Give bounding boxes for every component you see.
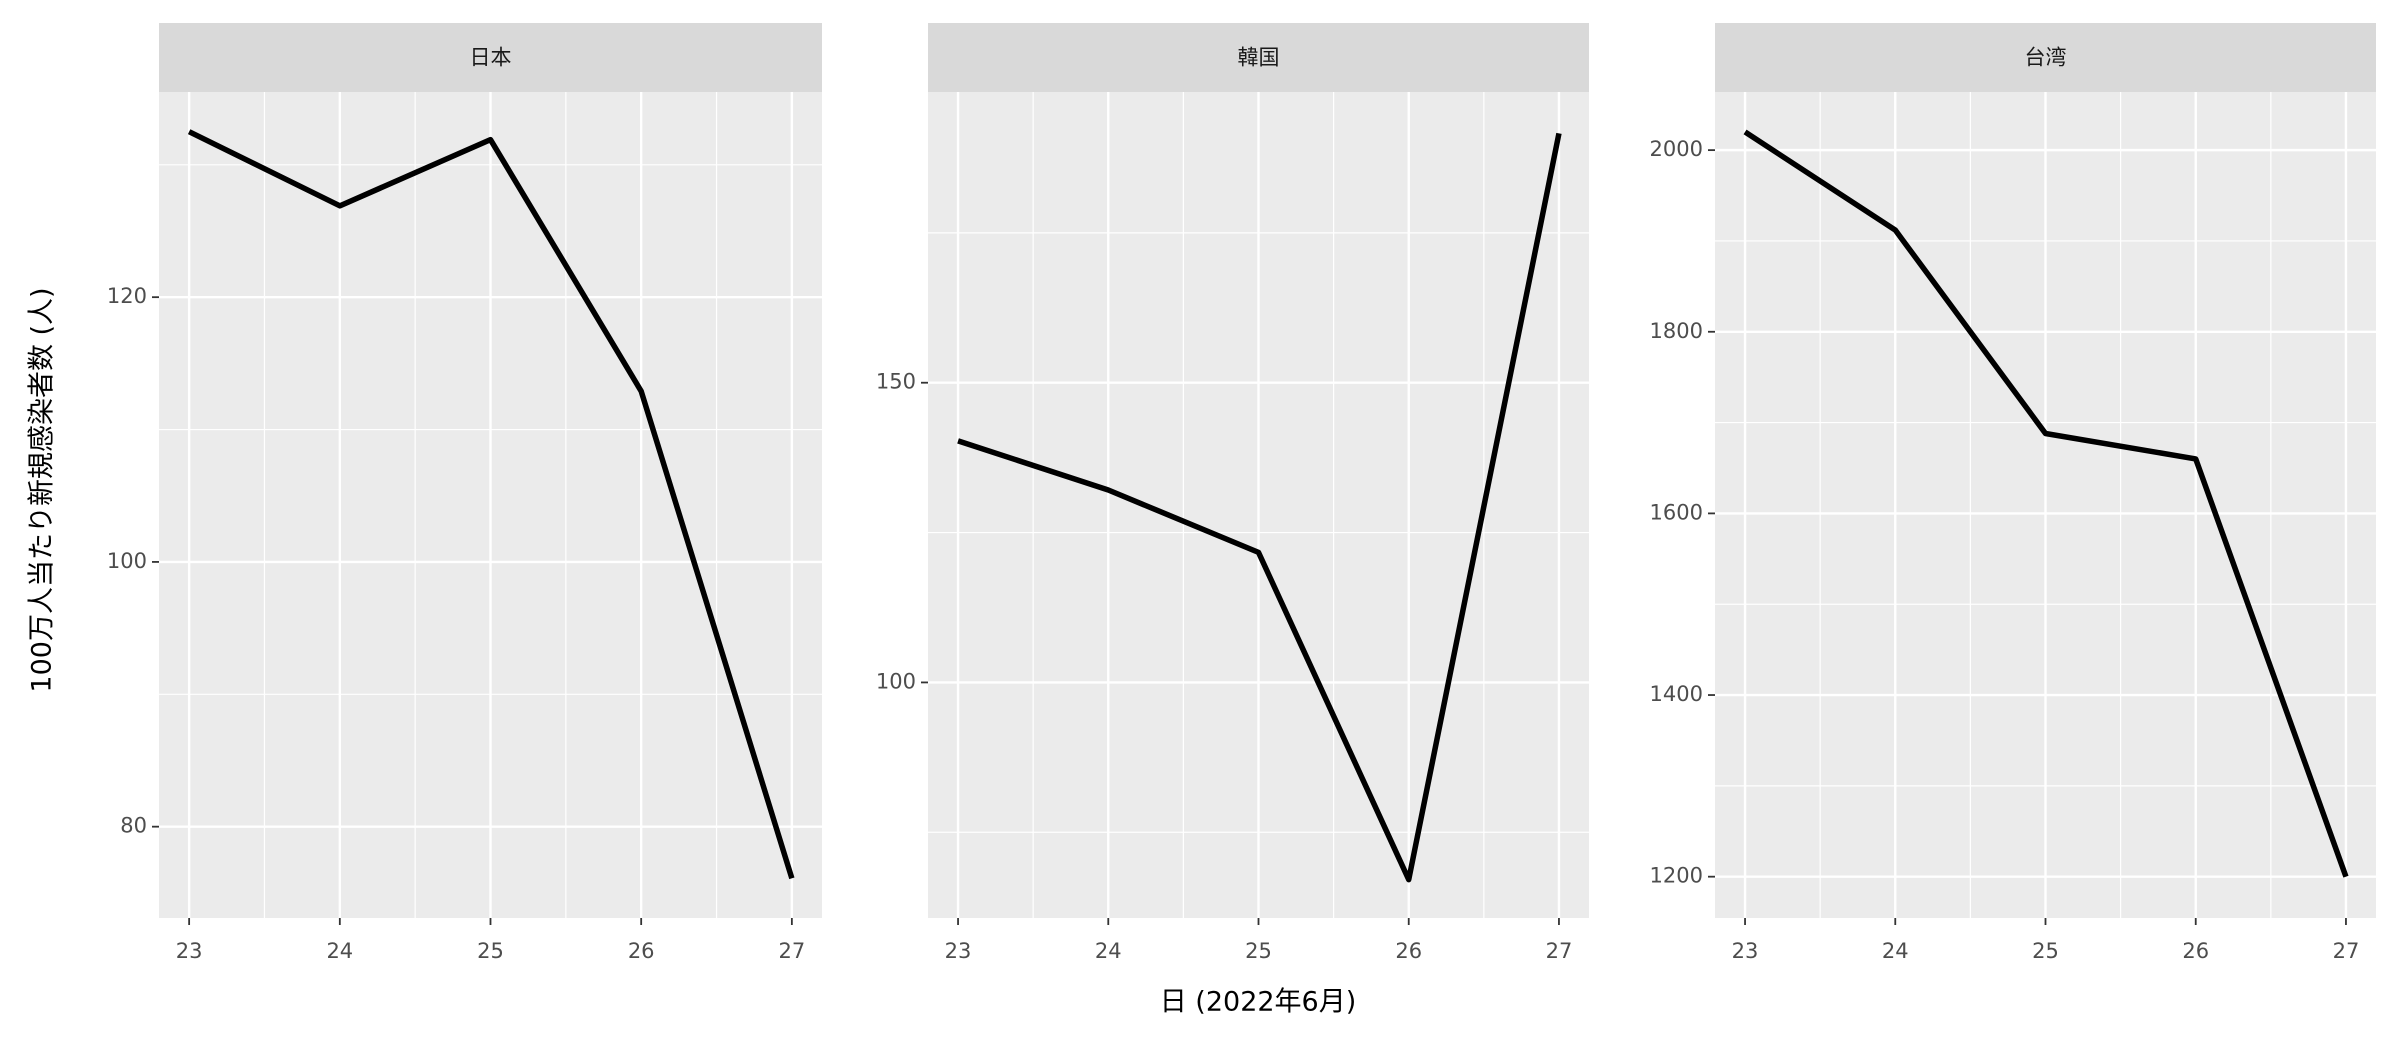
y-tick-label: 100 [876, 669, 916, 693]
y-tick-label: 1400 [1650, 682, 1703, 706]
y-tick-label: 1200 [1650, 864, 1703, 888]
y-tick-label: 120 [107, 284, 147, 308]
strip [159, 23, 822, 92]
y-tick-label: 100 [107, 549, 147, 573]
strip [928, 23, 1589, 92]
x-tick-label: 23 [945, 939, 972, 963]
x-tick-label: 27 [2333, 939, 2360, 963]
strip-label: 台湾 [2025, 46, 2067, 70]
x-tick-label: 24 [1882, 939, 1909, 963]
data-line [187, 129, 795, 880]
x-tick-label: 23 [176, 939, 203, 963]
data-line [1743, 129, 2349, 878]
strip-label: 韓国 [1238, 46, 1280, 70]
x-tick-label: 24 [326, 939, 353, 963]
x-tick-label: 25 [2032, 939, 2059, 963]
strip [1715, 23, 2376, 92]
x-tick-label: 25 [1245, 939, 1272, 963]
x-tick-label: 23 [1732, 939, 1759, 963]
x-tick-label: 26 [1395, 939, 1422, 963]
y-tick-label: 80 [120, 814, 147, 838]
x-tick-label: 25 [477, 939, 504, 963]
x-tick-label: 26 [2182, 939, 2209, 963]
x-tick-label: 27 [1546, 939, 1573, 963]
y-tick-label: 1800 [1650, 319, 1703, 343]
y-axis-title: 100万人当たり新規感染者数 (人) [27, 287, 58, 692]
y-tick-label: 150 [876, 370, 916, 394]
x-axis-title: 日 (2022年6月) [1160, 987, 1357, 1018]
x-tick-label: 26 [628, 939, 655, 963]
strip-label: 日本 [470, 46, 512, 70]
data-line [957, 132, 1562, 883]
y-tick-label: 1600 [1650, 500, 1703, 524]
x-tick-label: 24 [1095, 939, 1122, 963]
x-tick-label: 27 [778, 939, 805, 963]
y-tick-label: 2000 [1650, 137, 1703, 161]
